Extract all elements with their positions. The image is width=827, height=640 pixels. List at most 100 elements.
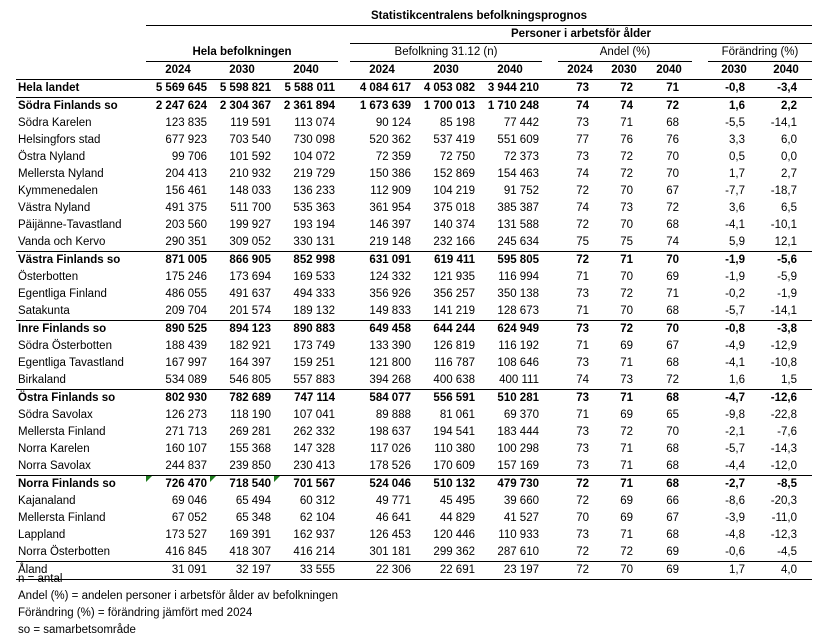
table-row: Södra Österbotten 188 439 182 921 173 749 13… — [16, 338, 812, 355]
cell-working-2024: 149 833 — [350, 303, 414, 321]
cell-share-2030: 72 — [620, 288, 633, 300]
cell-working-2040: 23 197 — [478, 561, 542, 580]
table-row: Södra Karelen 123 835 119 591 113 074 90 124… — [16, 115, 812, 132]
cell-share-2024: 73 — [576, 357, 589, 369]
spacer-cell — [692, 407, 708, 424]
spacer-cell — [542, 98, 558, 116]
cell-change-2040: -5,6 — [777, 254, 797, 266]
cell-total-2030: 703 540 — [229, 134, 271, 146]
region-name: Vanda och Kervo — [16, 234, 146, 252]
region-name: Norra Österbotten — [16, 544, 146, 562]
cell-change-2040: -12,3 — [770, 529, 797, 541]
cell-share-2024: 73 — [558, 79, 602, 98]
cell-working-2040: 624 949 — [497, 323, 539, 335]
cell-total-2024: 290 351 — [146, 234, 210, 252]
footnote: n = antal — [18, 573, 63, 585]
cell-share-2040: 71 — [666, 288, 679, 300]
cell-share-2040: 68 — [666, 392, 679, 404]
cell-working-2024: 394 268 — [350, 372, 414, 390]
table-row: Åland 31 091 32 197 33 555 22 306 22 691 23 19… — [16, 561, 812, 580]
working-age-header: Personer i arbetsför ålder — [350, 25, 812, 44]
cell-total-2040: 159 251 — [293, 357, 335, 369]
cell-total-2024: 67 052 — [171, 512, 207, 524]
cell-share-2040: 66 — [666, 495, 679, 507]
spacer-cell — [338, 390, 350, 408]
cell-share-2040: 70 — [666, 151, 679, 163]
cell-change-2040: -3,8 — [777, 323, 797, 335]
cell-change-2030: -4,1 — [725, 219, 745, 231]
cell-working-2040: 551 609 — [497, 134, 539, 146]
cell-total-2030: 173 694 — [229, 271, 271, 283]
cell-working-2024: 584 077 — [369, 392, 411, 404]
cell-change-2030: -9,8 — [725, 409, 745, 421]
region-name: Inre Finlands so — [18, 323, 107, 335]
cell-share-2030: 70 — [620, 185, 633, 197]
spacer-cell — [692, 166, 708, 183]
cell-share-2030: 70 — [602, 303, 646, 321]
cell-change-2030: 5,9 — [708, 234, 760, 252]
cell-total-2040: 193 194 — [293, 219, 335, 231]
cell-working-2024: 49 771 — [375, 495, 411, 507]
cell-share-2040: 68 — [646, 458, 692, 476]
spacer-cell — [542, 476, 558, 494]
cell-working-2030: 1 700 013 — [423, 100, 475, 112]
cell-working-2040: 128 673 — [478, 303, 542, 321]
cell-share-2030: 72 — [620, 426, 633, 438]
cell-total-2040: 230 413 — [274, 458, 338, 476]
cell-share-2024: 72 — [576, 495, 589, 507]
cell-share-2030: 72 — [620, 323, 633, 335]
spacer-cell — [338, 200, 350, 217]
table-row: Birkaland 534 089 546 805 557 883 394 268 400… — [16, 372, 812, 390]
cell-change-2040: -3,4 — [760, 79, 812, 98]
spacer-cell — [692, 493, 708, 510]
spacer-cell — [542, 115, 558, 132]
spacer-cell — [542, 561, 558, 580]
spacer-cell — [338, 149, 350, 166]
cell-total-2024: 209 704 — [146, 303, 210, 321]
cell-working-2030: 619 411 — [434, 254, 475, 266]
cell-working-2024: 4 084 617 — [350, 79, 414, 98]
spacer-cell — [338, 458, 350, 476]
spacer-cell — [338, 527, 350, 544]
cell-total-2030: 182 921 — [229, 340, 271, 352]
table-row: Norra Finlands so 726 470 718 540 701 567 52… — [16, 475, 812, 494]
cell-total-2040: 104 072 — [293, 151, 335, 163]
cell-share-2040: 70 — [666, 254, 679, 266]
cell-working-2024: 133 390 — [369, 340, 411, 352]
cell-total-2024: 244 837 — [146, 458, 210, 476]
spacer-cell — [692, 476, 708, 494]
cell-share-2030: 74 — [620, 100, 633, 112]
cell-share-2040: 68 — [666, 219, 679, 231]
footnotes: n = antal Andel (%) = andelen personer i … — [18, 571, 338, 639]
cell-share-2024: 73 — [558, 458, 602, 476]
cell-change-2040: -5,9 — [777, 271, 797, 283]
cell-share-2030: 71 — [620, 254, 633, 266]
cell-share-2040: 68 — [646, 303, 692, 321]
cell-working-2030: 85 198 — [439, 117, 475, 129]
cell-share-2024: 75 — [558, 234, 602, 252]
year-header: 2040 — [274, 61, 338, 80]
cell-change-2040: 4,0 — [760, 561, 812, 580]
cell-working-2040: 72 373 — [503, 151, 539, 163]
cell-share-2030: 72 — [602, 79, 646, 98]
table-row: Mellersta Nyland 204 413 210 932 219 729 150… — [16, 166, 812, 183]
region-name: Lappland — [18, 529, 66, 541]
cell-working-2030: 194 541 — [433, 426, 475, 438]
spacer-cell — [338, 303, 350, 321]
region-name: Österbotten — [18, 271, 79, 283]
table-row: Satakunta 209 704 201 574 189 132 149 833 141… — [16, 303, 812, 321]
cell-total-2024: 204 413 — [165, 168, 207, 180]
cell-share-2030: 73 — [602, 372, 646, 390]
cell-share-2040: 67 — [666, 512, 679, 524]
cell-working-2040: 39 660 — [503, 495, 539, 507]
region-name: Satakunta — [16, 303, 146, 321]
spacer-cell — [338, 286, 350, 303]
spacer-cell — [692, 149, 708, 166]
cell-change-2030: -0,6 — [708, 544, 760, 562]
spacer-cell — [692, 355, 708, 372]
spacer-cell — [542, 441, 558, 458]
cell-working-2024: 520 362 — [369, 134, 411, 146]
cell-change-2040: -14,3 — [770, 443, 797, 455]
spacer-cell — [338, 234, 350, 252]
table-row: Östra Nyland 99 706 101 592 104 072 72 359 72… — [16, 149, 812, 166]
